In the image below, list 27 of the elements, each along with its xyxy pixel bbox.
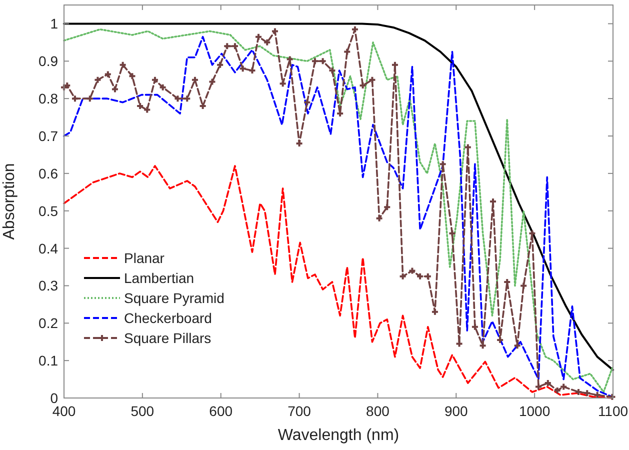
x-tick-label: 800 — [366, 403, 390, 419]
x-tick-label: 600 — [209, 403, 233, 419]
y-tick-label: 0.1 — [38, 352, 58, 369]
y-tick-label: 0.4 — [38, 240, 58, 256]
y-tick-label: 0.5 — [38, 202, 58, 219]
y-tick-label: 0.3 — [38, 278, 58, 294]
y-tick-label: 0.2 — [38, 315, 58, 332]
legend-label: Square Pyramid — [124, 290, 224, 306]
legend-label: Square Pillars — [124, 330, 212, 346]
x-axis-title: Wavelength (nm) — [278, 427, 400, 444]
y-tick-label: 0.6 — [38, 165, 58, 182]
x-tick-label: 700 — [288, 403, 312, 419]
x-tick-label: 1000 — [518, 403, 550, 419]
y-tick-label: 0.8 — [38, 90, 58, 107]
y-tick-label: 0.9 — [38, 53, 58, 70]
y-axis-title: Absorption — [1, 163, 18, 240]
legend-label: Planar — [124, 250, 165, 266]
y-tick-label: 0 — [50, 390, 58, 406]
x-tick-label: 500 — [130, 403, 154, 419]
legend-label: Checkerboard — [124, 310, 212, 326]
legend-label: Lambertian — [124, 270, 194, 286]
y-tick-label: 0.7 — [38, 128, 58, 144]
x-tick-label: 1100 — [598, 403, 628, 419]
x-tick-label: 900 — [444, 403, 468, 419]
y-tick-label: 1 — [50, 16, 58, 32]
line-series — [63, 165, 614, 399]
x-tick-label: 400 — [52, 403, 76, 419]
